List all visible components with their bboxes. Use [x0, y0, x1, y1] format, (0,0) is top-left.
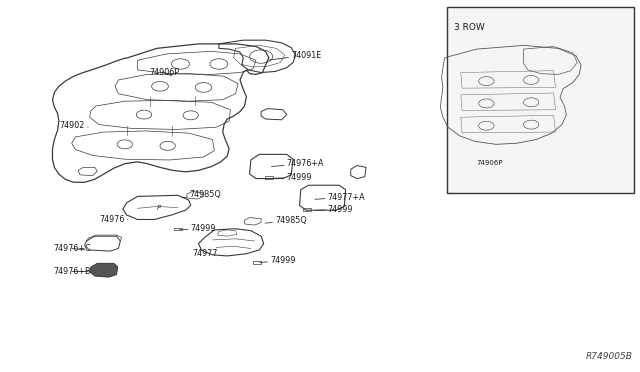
Text: 74985Q: 74985Q	[265, 217, 307, 225]
Polygon shape	[90, 263, 118, 277]
Text: 74976+B: 74976+B	[53, 267, 91, 276]
Text: 74976+A: 74976+A	[271, 159, 324, 168]
Text: 74999: 74999	[315, 205, 353, 214]
Bar	[447, 7, 634, 193]
Text: 74999: 74999	[179, 224, 216, 233]
Text: 74976: 74976	[99, 215, 128, 224]
Text: 74977: 74977	[192, 249, 218, 258]
Text: 74977+A: 74977+A	[315, 193, 365, 202]
Text: 74976+C: 74976+C	[53, 244, 91, 253]
Text: 74906P: 74906P	[477, 160, 503, 166]
Text: 74985Q: 74985Q	[182, 190, 221, 199]
Text: 74902: 74902	[60, 121, 88, 130]
Text: P: P	[157, 205, 161, 211]
Text: 74999: 74999	[260, 256, 296, 265]
Text: R749005B: R749005B	[586, 352, 632, 361]
Text: 74091E: 74091E	[269, 51, 321, 60]
Text: 3 ROW: 3 ROW	[454, 23, 485, 32]
Text: 74999: 74999	[269, 173, 312, 182]
Text: 74906P: 74906P	[149, 68, 179, 77]
